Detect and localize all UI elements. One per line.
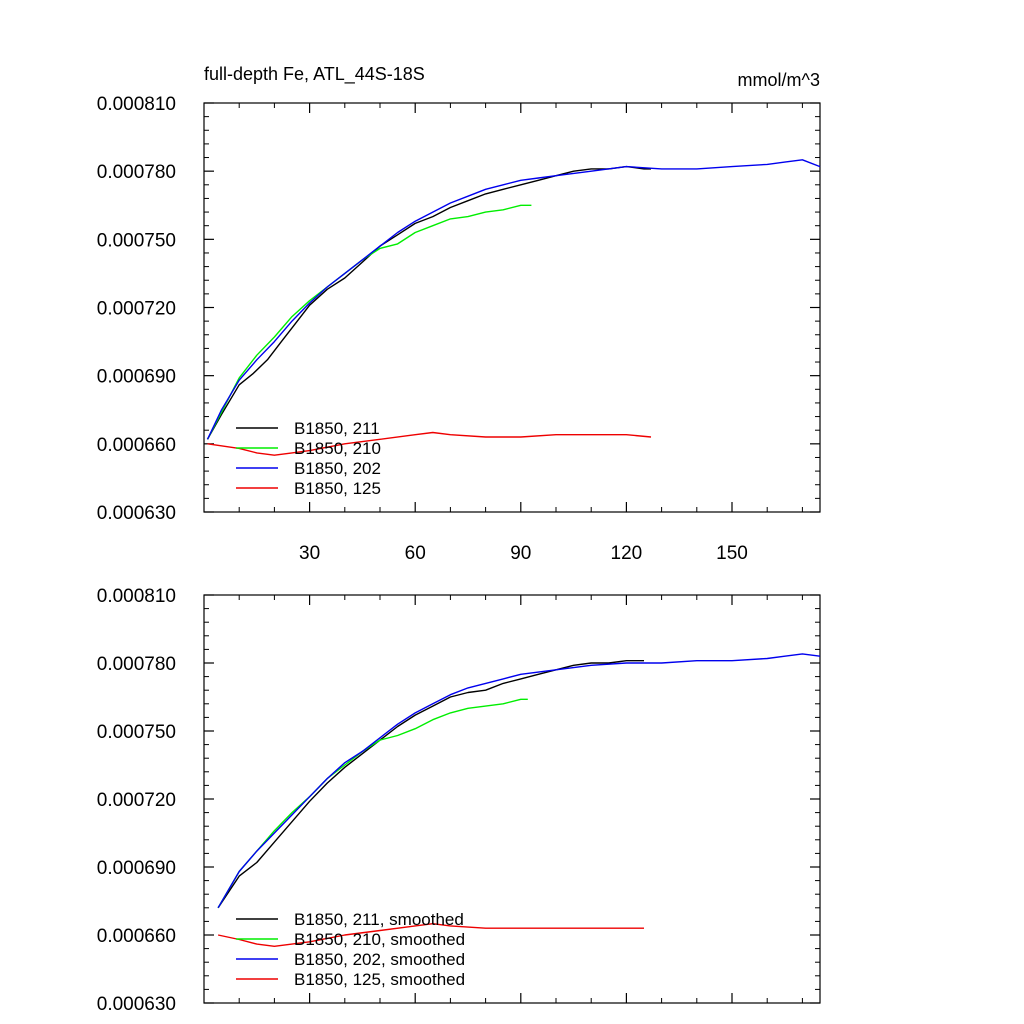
y-tick-label: 0.000780: [97, 654, 176, 675]
series-line: [206, 204, 532, 440]
x-tick-label: 30: [299, 543, 320, 564]
y-tick-label: 0.000690: [97, 858, 176, 879]
plot-area: 0.000630 0.000660 0.000690 0.000720 0.000750…: [97, 94, 821, 564]
bottom-panel: 0.000630 0.000660 0.000690 0.000720 0.000750…: [97, 586, 821, 1015]
legend-label: B1850, 211: [294, 419, 380, 438]
y-tick-label: 0.000720: [97, 790, 176, 811]
top-panel: full-depth Fe, ATL_44S-18S mmol/m^3 0.00…: [97, 64, 821, 564]
legend-label: B1850, 125: [294, 479, 381, 498]
series-line: [217, 698, 528, 909]
legend-label: B1850, 210: [294, 439, 381, 458]
units-label: mmol/m^3: [738, 70, 820, 90]
legend-label: B1850, 202: [294, 459, 381, 478]
series-line: [217, 923, 644, 947]
y-tick-label: 0.000780: [97, 162, 176, 183]
y-tick-label: 0.000660: [97, 926, 176, 947]
series-line: [207, 431, 652, 456]
series-line: [206, 159, 821, 440]
legend-label: B1850, 202, smoothed: [294, 950, 465, 969]
y-tick-label: 0.000660: [97, 435, 176, 456]
series-line: [206, 165, 651, 440]
series-line: [217, 660, 644, 909]
legend-label: B1850, 210, smoothed: [294, 930, 465, 949]
y-tick-label: 0.000810: [97, 586, 176, 607]
legend-label: B1850, 125, smoothed: [294, 970, 465, 989]
y-tick-label: 0.000690: [97, 367, 176, 388]
chart-title: full-depth Fe, ATL_44S-18S: [204, 64, 425, 85]
x-tick-label: 60: [405, 543, 426, 564]
y-tick-label: 0.000720: [97, 299, 176, 320]
y-tick-label: 0.000630: [97, 503, 176, 524]
x-tick-label: 120: [611, 543, 643, 564]
series-line: [217, 653, 821, 909]
x-tick-label: 90: [510, 543, 531, 564]
x-tick-label: 150: [716, 543, 748, 564]
y-tick-label: 0.000750: [97, 230, 176, 251]
y-tick-label: 0.000810: [97, 94, 176, 115]
y-tick-label: 0.000630: [97, 994, 176, 1015]
y-tick-label: 0.000750: [97, 722, 176, 743]
plot-area: 0.000630 0.000660 0.000690 0.000720 0.000750…: [97, 586, 821, 1015]
legend-label: B1850, 211, smoothed: [294, 910, 464, 929]
